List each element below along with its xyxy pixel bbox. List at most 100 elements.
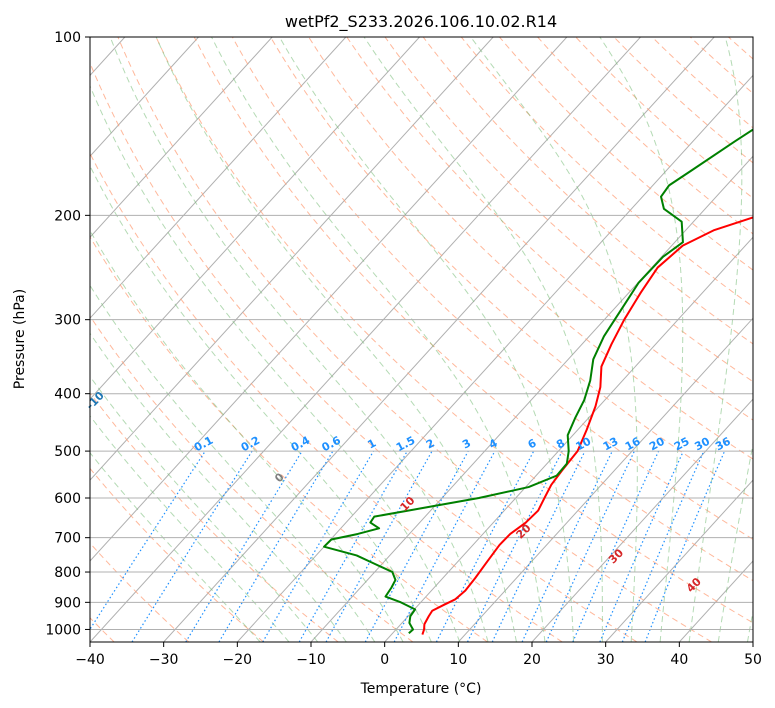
dry-adiabat <box>90 467 264 642</box>
y-tick-label: 500 <box>54 444 81 460</box>
dry-adiabat <box>270 37 753 500</box>
dewpoint-line <box>323 128 753 635</box>
dry-adiabat <box>346 37 753 421</box>
mixing-ratio-line <box>644 450 726 642</box>
chart-title: wetPf2_S233.2026.106.10.02.R14 <box>285 12 557 32</box>
dry-adiabat <box>90 392 339 642</box>
isotherm <box>90 37 420 400</box>
x-tick-label: −30 <box>149 652 179 668</box>
mixing-ratio-line <box>393 450 496 642</box>
moist-adiabat-label: 30 <box>606 546 626 566</box>
mixing-ratio-label: 20 <box>647 435 667 454</box>
plot-frame <box>89 36 754 643</box>
dry-adiabat <box>537 37 753 235</box>
mixing-ratio-line <box>131 450 253 642</box>
y-tick-label: 1000 <box>45 622 81 638</box>
mixing-ratio-line <box>599 450 684 642</box>
mixing-ratio-line <box>298 450 408 642</box>
moist-adiabat <box>599 37 684 642</box>
moist-adiabat <box>279 37 575 642</box>
y-tick-label: 200 <box>54 208 81 224</box>
dry-adiabat <box>90 61 638 642</box>
isotherm <box>531 398 753 642</box>
moist-adiabat <box>90 451 261 642</box>
isotherm <box>90 37 494 481</box>
dry-adiabat <box>728 37 753 60</box>
moist-adiabat <box>746 608 753 642</box>
mixing-ratio-label: 6 <box>526 436 539 451</box>
x-tick-label: 30 <box>597 652 615 668</box>
mixing-ratio-label: 25 <box>672 435 692 454</box>
isotherm <box>90 37 641 642</box>
dry-adiabat <box>193 37 753 582</box>
isotherm <box>384 236 753 642</box>
mixing-ratio-label: 13 <box>601 435 621 454</box>
dry-adiabat <box>90 315 414 642</box>
moist-adiabat-label: 40 <box>684 575 704 595</box>
mixing-ratio-label: 3 <box>460 436 473 451</box>
temperature-line <box>421 216 753 635</box>
y-axis-label: Pressure (hPa) <box>12 289 28 389</box>
dry-adiabat <box>422 37 753 345</box>
x-tick-label: 40 <box>670 652 688 668</box>
isotherm <box>605 479 753 642</box>
x-tick-label: 50 <box>744 652 762 668</box>
x-tick-label: −40 <box>75 652 105 668</box>
moist-adiabat <box>470 37 638 642</box>
dry-adiabat-label: -10 <box>84 389 107 412</box>
y-tick-label: 400 <box>54 387 81 403</box>
moist-adiabat <box>155 37 517 642</box>
isotherm <box>236 74 753 642</box>
x-tick-label: −20 <box>223 652 253 668</box>
dry-adiabat <box>308 37 753 460</box>
y-tick-label: 100 <box>54 30 81 46</box>
moist-adiabat <box>90 332 347 642</box>
mixing-ratio-label: 16 <box>623 435 643 454</box>
dry-adiabat <box>117 37 712 642</box>
mixing-ratio-label: 36 <box>713 435 733 454</box>
dry-adiabat <box>384 37 753 383</box>
mixing-ratio-line <box>325 450 433 642</box>
isotherm <box>90 37 199 158</box>
mixing-ratio-label: 2 <box>424 436 437 451</box>
isotherm <box>90 37 347 319</box>
mixing-ratio-line <box>466 450 563 642</box>
moist-adiabat <box>90 84 461 642</box>
profiles <box>323 128 753 635</box>
moist-adiabat <box>90 229 404 642</box>
moist-adiabat <box>363 37 603 642</box>
mixing-ratio-label: 30 <box>692 435 712 454</box>
moist-adiabat <box>717 441 753 642</box>
x-tick-label: 20 <box>523 652 541 668</box>
dry-adiabat <box>689 37 753 94</box>
pressure-gridlines <box>90 37 753 630</box>
mixing-ratio-line <box>621 450 705 642</box>
dry-adiabat <box>651 37 753 129</box>
dry-adiabat <box>90 152 563 642</box>
moist-adiabat <box>109 37 489 642</box>
mixing-ratio-line <box>572 450 660 642</box>
y-axis: 100 200 300 400 500 600 700 800 900 1000 <box>45 30 90 638</box>
line-annotations: 0.1 0.2 0.4 0.6 1 1.5 2 3 4 6 8 10 13 16 20 25 30 36-1001… <box>84 389 734 595</box>
isotherm <box>90 37 273 238</box>
mixing-ratio-line <box>185 450 303 642</box>
mixing-ratio-line <box>364 450 469 642</box>
dry-adiabat <box>231 37 753 540</box>
x-tick-label: 10 <box>449 652 467 668</box>
moist-adiabat-label: 20 <box>514 521 534 541</box>
moist-adiabat <box>211 37 546 642</box>
moist-adiabat <box>90 164 432 642</box>
x-tick-label: −10 <box>296 652 326 668</box>
dry-adiabat <box>575 37 753 199</box>
y-tick-label: 900 <box>54 595 81 611</box>
x-axis: −40 −30 −20 −10 0 10 20 30 40 50 <box>75 642 762 668</box>
mixing-ratio-line <box>545 450 635 642</box>
moist-adiabat <box>90 415 290 642</box>
x-axis-label: Temperature (°C) <box>360 681 482 697</box>
isotherm <box>752 641 753 642</box>
mixing-ratio-line <box>491 450 586 642</box>
y-tick-label: 700 <box>54 531 81 547</box>
y-tick-label: 800 <box>54 565 81 581</box>
isotherm <box>457 317 753 642</box>
